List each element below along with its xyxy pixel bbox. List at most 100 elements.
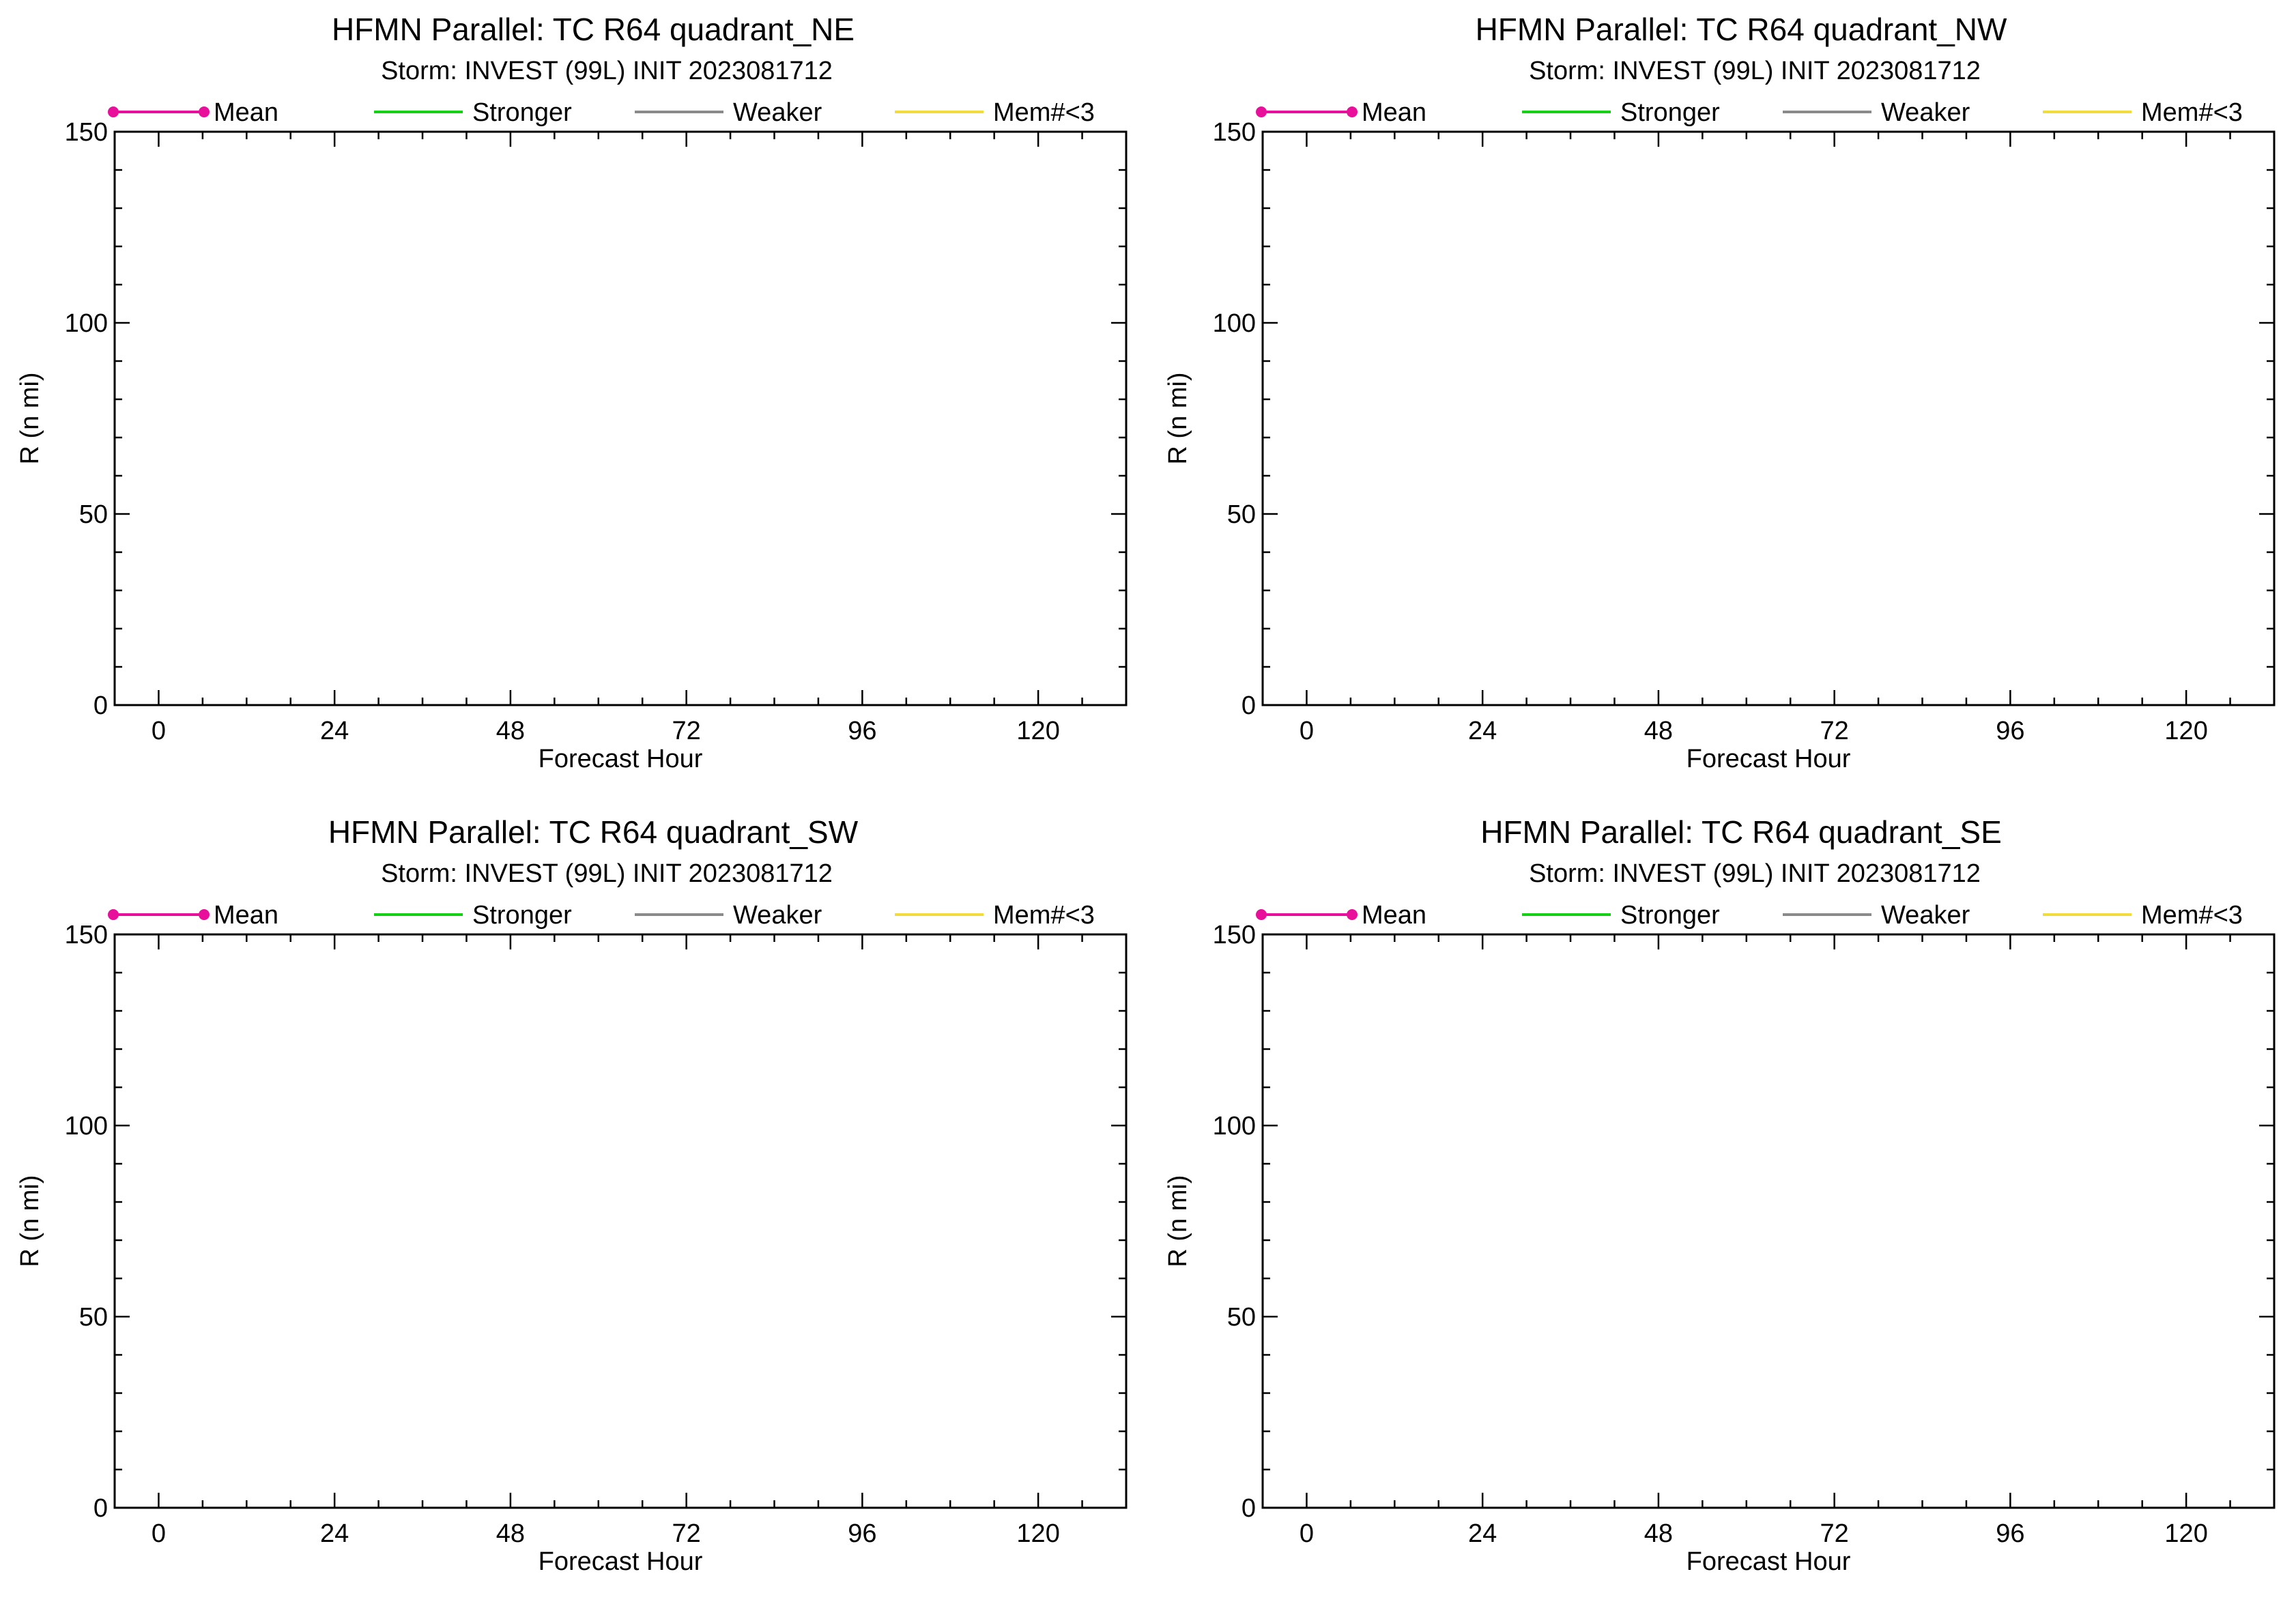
- x-axis-label: Forecast Hour: [539, 1547, 703, 1576]
- y-tick-label: 50: [79, 1303, 108, 1332]
- chart-title: HFMN Parallel: TC R64 quadrant_NE: [332, 12, 855, 47]
- y-tick-label: 50: [1227, 1303, 1256, 1332]
- plot-frame: [1261, 933, 2276, 1509]
- legend-label-mem: Mem#<3: [993, 901, 1095, 930]
- x-tick-label: 48: [496, 717, 525, 745]
- x-tick-label: 48: [496, 1519, 525, 1548]
- legend-label-weaker: Weaker: [1881, 98, 1970, 127]
- legend-marker: [199, 909, 210, 920]
- x-tick-label: 72: [672, 1519, 701, 1548]
- plot-frame: [113, 933, 1128, 1509]
- y-axis-label: R (n mi): [1164, 372, 1192, 464]
- chart-subtitle: Storm: INVEST (99L) INIT 2023081712: [381, 859, 833, 888]
- chart-title: HFMN Parallel: TC R64 quadrant_SW: [328, 814, 859, 850]
- legend-label-stronger: Stronger: [472, 98, 572, 127]
- legend-marker: [1256, 909, 1267, 920]
- legend-item-mean: Mean: [108, 98, 278, 127]
- chart-subtitle: Storm: INVEST (99L) INIT 2023081712: [1529, 57, 1981, 85]
- x-tick-label: 0: [152, 717, 166, 745]
- y-tick-label: 0: [94, 691, 108, 720]
- chart-subtitle: Storm: INVEST (99L) INIT 2023081712: [381, 57, 833, 85]
- legend-item-mean: Mean: [108, 901, 278, 930]
- legend-item-weaker: Weaker: [1783, 901, 1970, 930]
- legend-marker: [1347, 106, 1358, 117]
- y-axis-label: R (n mi): [16, 1175, 44, 1267]
- legend-marker: [199, 106, 210, 117]
- x-axis-label: Forecast Hour: [1687, 1547, 1851, 1576]
- legend-label-mean: Mean: [1362, 901, 1426, 930]
- legend-item-mem: Mem#<3: [2043, 98, 2243, 127]
- chart-panel: HFMN Parallel: TC R64 quadrant_NW Storm: …: [1164, 12, 2276, 773]
- x-tick-label: 24: [1468, 1519, 1497, 1548]
- chart-subtitle: Storm: INVEST (99L) INIT 2023081712: [1529, 859, 1981, 888]
- legend-label-stronger: Stronger: [1620, 901, 1720, 930]
- chart-panel: HFMN Parallel: TC R64 quadrant_NE Storm: …: [16, 12, 1128, 773]
- y-tick-label: 100: [1213, 1112, 1256, 1141]
- x-tick-label: 120: [2164, 1519, 2207, 1548]
- plot-frame: [1261, 130, 2276, 706]
- legend-item-weaker: Weaker: [635, 98, 822, 127]
- legend-item-mem: Mem#<3: [895, 98, 1095, 127]
- chart-panel: HFMN Parallel: TC R64 quadrant_SE Storm: …: [1164, 814, 2276, 1576]
- legend-label-weaker: Weaker: [733, 901, 822, 930]
- x-tick-label: 48: [1644, 717, 1673, 745]
- x-tick-label: 0: [152, 1519, 166, 1548]
- y-tick-label: 0: [1242, 1494, 1256, 1523]
- y-tick-label: 150: [65, 118, 108, 147]
- y-tick-label: 150: [1213, 921, 1256, 949]
- x-tick-label: 96: [848, 1519, 876, 1548]
- legend-item-weaker: Weaker: [635, 901, 822, 930]
- legend-marker: [1347, 909, 1358, 920]
- y-tick-label: 0: [1242, 691, 1256, 720]
- chart-title: HFMN Parallel: TC R64 quadrant_SE: [1480, 814, 2002, 850]
- plot-frame: [113, 130, 1128, 706]
- y-tick-label: 150: [65, 921, 108, 949]
- legend-item-stronger: Stronger: [1522, 901, 1720, 930]
- x-tick-label: 48: [1644, 1519, 1673, 1548]
- legend-item-stronger: Stronger: [1522, 98, 1720, 127]
- x-tick-label: 24: [1468, 717, 1497, 745]
- y-tick-label: 100: [65, 309, 108, 338]
- legend-label-mean: Mean: [214, 901, 278, 930]
- chart-title: HFMN Parallel: TC R64 quadrant_NW: [1476, 12, 2007, 47]
- x-tick-label: 24: [320, 717, 349, 745]
- legend-marker: [108, 909, 119, 920]
- x-tick-label: 96: [1996, 717, 2024, 745]
- legend-label-mean: Mean: [214, 98, 278, 127]
- legend-label-mem: Mem#<3: [2141, 98, 2243, 127]
- legend-label-stronger: Stronger: [1620, 98, 1720, 127]
- y-tick-label: 100: [1213, 309, 1256, 338]
- y-tick-label: 50: [1227, 500, 1256, 529]
- legend-item-weaker: Weaker: [1783, 98, 1970, 127]
- x-axis-label: Forecast Hour: [539, 745, 703, 773]
- y-tick-label: 0: [94, 1494, 108, 1523]
- y-tick-label: 50: [79, 500, 108, 529]
- y-tick-label: 150: [1213, 118, 1256, 147]
- x-tick-label: 0: [1300, 717, 1314, 745]
- x-tick-label: 120: [1016, 717, 1059, 745]
- x-tick-label: 96: [848, 717, 876, 745]
- x-tick-label: 24: [320, 1519, 349, 1548]
- x-tick-label: 120: [1016, 1519, 1059, 1548]
- legend-item-stronger: Stronger: [374, 98, 572, 127]
- x-tick-label: 120: [2164, 717, 2207, 745]
- legend-label-mem: Mem#<3: [993, 98, 1095, 127]
- x-tick-label: 0: [1300, 1519, 1314, 1548]
- legend-label-weaker: Weaker: [733, 98, 822, 127]
- legend-label-mem: Mem#<3: [2141, 901, 2243, 930]
- legend-label-stronger: Stronger: [472, 901, 572, 930]
- x-tick-label: 72: [672, 717, 701, 745]
- x-axis-label: Forecast Hour: [1687, 745, 1851, 773]
- x-tick-label: 72: [1820, 1519, 1849, 1548]
- y-axis-label: R (n mi): [16, 372, 44, 464]
- legend-item-stronger: Stronger: [374, 901, 572, 930]
- legend-label-weaker: Weaker: [1881, 901, 1970, 930]
- legend-marker: [1256, 106, 1267, 117]
- chart-panel: HFMN Parallel: TC R64 quadrant_SW Storm: …: [16, 814, 1128, 1576]
- legend-marker: [108, 106, 119, 117]
- x-tick-label: 72: [1820, 717, 1849, 745]
- y-axis-label: R (n mi): [1164, 1175, 1192, 1267]
- legend-item-mean: Mean: [1256, 98, 1426, 127]
- legend-item-mem: Mem#<3: [2043, 901, 2243, 930]
